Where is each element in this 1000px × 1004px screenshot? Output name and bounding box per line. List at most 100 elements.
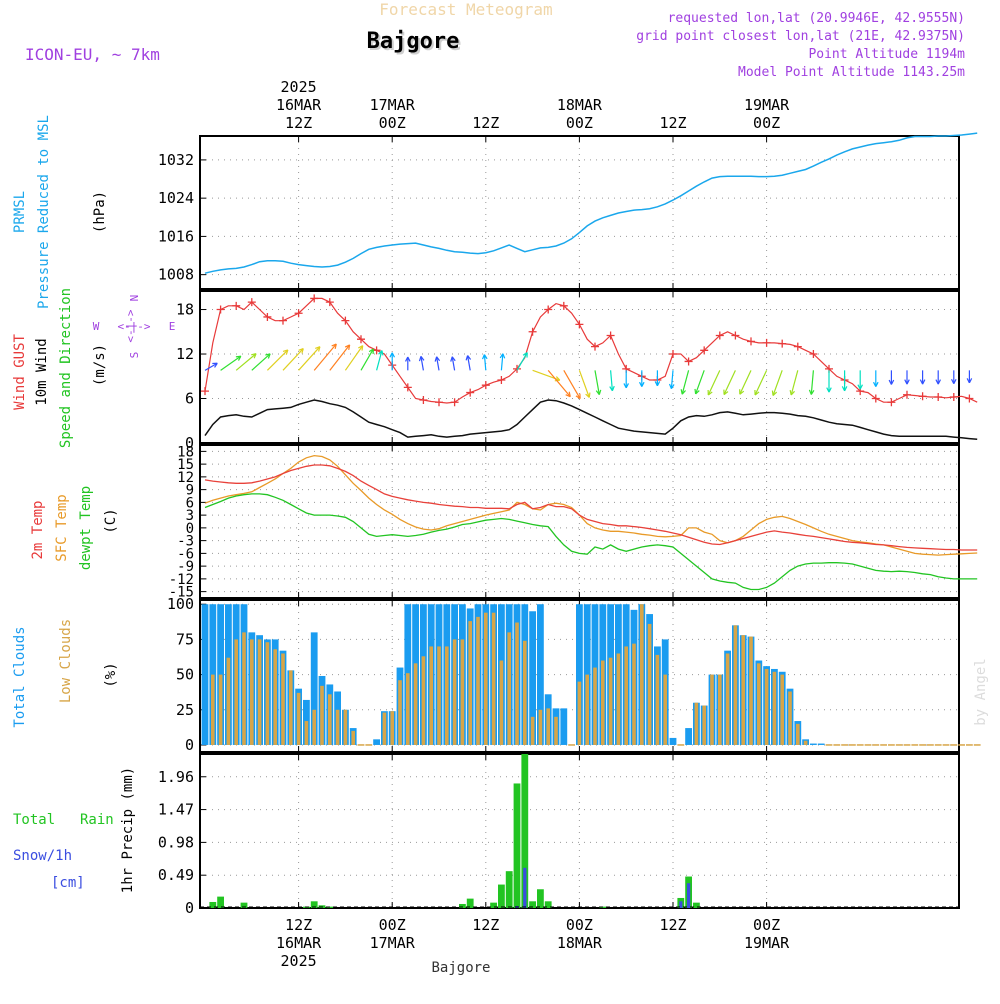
y-tick-label: 1032 [158,151,194,169]
gust-marker [216,305,225,314]
total-cloud-bar [817,743,825,745]
wind-unit: (m/s) [92,344,108,386]
low-cloud-bar [429,646,433,745]
snow-label: Snow/1h [13,848,72,864]
low-cloud-bar [406,673,410,745]
total-cloud-bar [810,743,817,745]
low-cloud-bar [694,702,699,745]
low-cloud-bar [281,653,285,745]
gust-marker [887,398,896,407]
wind-arrow-shaft [681,370,690,395]
wind-arrow [680,370,690,395]
wind-arrow [826,370,832,393]
y-tick-label: 1008 [158,266,194,284]
wind-arrow [434,356,441,371]
gust-marker [559,301,568,310]
wind-arrow-head [265,353,271,359]
gust-marker [918,392,927,401]
rain-bar [505,871,513,908]
wind-arrow-shaft [436,356,440,371]
total-clouds-label: Total Clouds [12,626,28,727]
gust-label: Wind GUST [12,334,28,410]
bottom-tick-label: 12Z [472,916,499,934]
bottom-tick-label: 12Z [285,916,312,934]
dewpt-line [204,493,978,591]
gust-marker [481,381,490,390]
rain-bar [537,889,544,908]
y-tick-label: 12 [176,345,194,363]
panel-wind: 0 6 12 18 [176,290,978,452]
wind-arrow-shaft [610,370,613,391]
top-tick-label: 00Z [753,114,780,132]
wind-arrow-head [378,350,384,356]
gust-marker [700,346,709,355]
wind-arrow-head [368,348,374,354]
wind-arrow [465,355,472,371]
wind-arrow-shaft [344,345,364,371]
wind-arrow-shaft [754,370,768,396]
low-cloud-bar [702,705,706,745]
gust-marker [357,335,365,344]
gust-marker [809,350,818,359]
wind-arrow-head [418,355,425,362]
wind-arrow-shaft [739,370,752,395]
wind-arrow-head [358,345,364,351]
wind-arrow [298,346,321,371]
rain-bar [466,898,474,908]
panel-frame [199,135,960,290]
panel-frame [199,599,960,753]
wind-arrow [418,355,425,371]
wind-arrow-head [331,343,337,350]
compass-h: <-|-> [117,320,150,333]
wind-arrow [739,370,752,395]
snow-unit-label: [cm] [51,875,85,891]
low-cloud-bar [640,604,644,745]
compass-n: N [128,295,141,302]
panel-clouds: 0 25 50 75 100 [167,595,981,754]
wind-arrow-head [522,352,528,358]
low-cloud-bar [718,674,722,745]
low-cloud-bar [382,712,387,745]
wind-arrow [950,370,957,384]
wind-arrow-head [654,381,661,387]
gust-marker [341,316,350,325]
gust-marker [325,298,334,307]
y-tick-label: 0.98 [158,833,194,851]
low-cloud-bar [741,635,745,745]
low-cloud-bar [757,663,761,745]
wind-arrow-head [935,379,942,385]
rain-bar [209,901,217,908]
bottom-tick-label: 00Z [379,916,406,934]
wind-labels: Wind GUST 10m Wind Speed and Direction (… [12,288,175,448]
low-cloud-bar [647,623,652,745]
wind-arrow-shaft [420,356,424,371]
gust-marker [263,312,272,321]
wind-arrow [563,370,581,400]
wind-arrow-shaft [298,346,321,371]
y-tick-label: 100 [167,595,194,613]
rain-bar [544,901,552,908]
gust-marker [513,364,521,373]
y-tick-label: 0 [185,899,194,917]
wind-arrow-head [668,383,675,389]
gust-marker [731,331,740,340]
rain-bar [529,901,536,908]
wind-arrow-head [771,390,778,396]
low-cloud-bar [546,708,550,745]
wind-label: 10m Wind [34,338,50,405]
wind-arrow-head [789,389,795,396]
wind-arrow-shaft [790,370,799,396]
point-altitude: Point Altitude 1194m [808,47,965,62]
gust-marker [965,394,974,403]
wind-arrow [857,370,864,390]
footer-location: Bajgore [431,960,490,976]
wind-arrow-head [481,354,488,360]
precip-unit: 1hr Precip (mm) [120,767,136,893]
y-tick-label: -9 [177,559,194,575]
model-altitude: Model Point Altitude 1143.25m [738,65,965,80]
low-cloud-bar [445,646,449,745]
sfc-temp-line [204,454,978,556]
gust-marker [419,395,428,404]
rain-bar [217,896,224,908]
top-tick-label: 00Z [379,114,406,132]
